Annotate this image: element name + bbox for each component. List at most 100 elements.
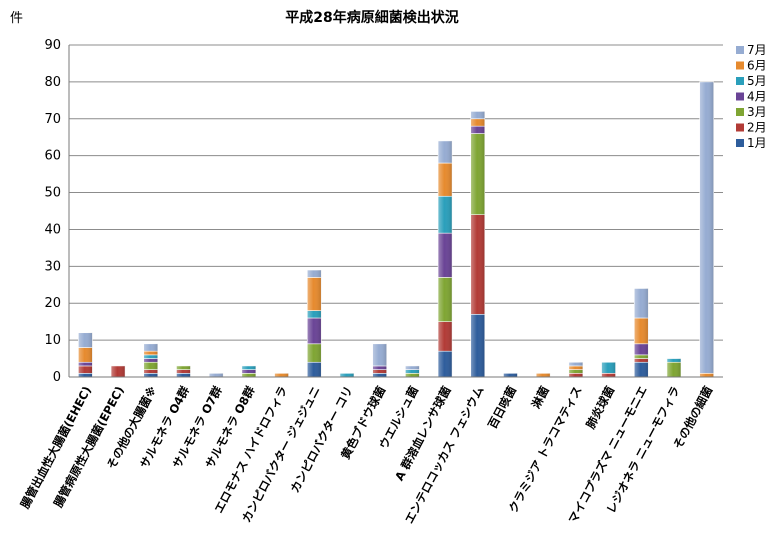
bar-segment-shade — [78, 365, 93, 374]
bar-segment-shade — [438, 140, 453, 164]
bar-segment-shade — [372, 343, 387, 366]
bar-segment-shade — [307, 362, 322, 377]
bar-segment-shade — [307, 270, 322, 278]
legend-label: 5月 — [747, 74, 767, 88]
bar-segment-shade — [339, 373, 354, 377]
bar-segment-shade — [601, 362, 616, 374]
bar-segment-shade — [241, 373, 256, 377]
bar-segment-shade — [666, 358, 681, 363]
bar-segment-shade — [405, 369, 420, 374]
legend-swatch — [736, 139, 744, 147]
y-unit-label: 件 — [10, 11, 23, 26]
bar-segment-shade — [568, 369, 583, 374]
y-tick-label: 10 — [44, 333, 61, 348]
legend-swatch — [736, 92, 744, 101]
legend-swatch — [736, 123, 744, 132]
bar-segment-shade — [470, 126, 485, 134]
legend-swatch — [736, 46, 744, 54]
bar-segment-shade — [634, 354, 649, 359]
bar-segment-shade — [307, 277, 322, 311]
legend-swatch — [736, 108, 744, 116]
bar-segment-shade — [372, 365, 387, 370]
bar-segment-shade — [176, 365, 191, 370]
x-category-label: クラミジア トラコマティス — [506, 384, 585, 515]
bar-segment-shade — [438, 233, 453, 278]
bar-segment-shade — [601, 373, 616, 377]
axes: 0102030405060708090腸管出血性大腸菌(EHEC)腸管病原性大腸… — [18, 38, 723, 526]
y-tick-label: 70 — [44, 112, 61, 127]
bars — [78, 81, 714, 378]
bar-segment-shade — [568, 365, 583, 370]
grid — [69, 44, 723, 378]
legend-label: 7月 — [747, 43, 767, 57]
bar-segment-shade — [438, 277, 453, 322]
y-tick-label: 50 — [44, 186, 61, 201]
bar-segment-shade — [307, 317, 322, 344]
bar-segment-shade — [241, 365, 256, 370]
bar-segment-shade — [143, 369, 158, 374]
bar-segment-shade — [634, 362, 649, 377]
legend-label: 1月 — [747, 136, 767, 150]
bar-segment-shade — [372, 373, 387, 377]
y-tick-label: 90 — [44, 38, 61, 53]
bar-segment-shade — [634, 358, 649, 363]
y-tick-label: 20 — [44, 296, 61, 311]
legend-label: 4月 — [747, 90, 767, 104]
bar-segment-shade — [78, 332, 93, 348]
x-category-label: 肺炎球菌 — [583, 383, 617, 431]
bar-segment-shade — [470, 314, 485, 377]
legend-swatch — [736, 61, 744, 70]
bar-segment-shade — [438, 196, 453, 234]
bar-segment-shade — [274, 373, 289, 377]
bar-segment-shade — [143, 373, 158, 377]
bar-segment-shade — [470, 214, 485, 315]
bar-segment-shade — [536, 373, 551, 377]
bar-segment-shade — [470, 118, 485, 127]
bar-segment-shade — [143, 354, 158, 359]
bar-segment-shade — [634, 343, 649, 355]
bar-segment-shade — [209, 373, 224, 377]
y-tick-label: 0 — [53, 370, 61, 385]
bar-segment-shade — [470, 111, 485, 119]
bar-segment-shade — [405, 373, 420, 377]
bar-segment-shade — [634, 317, 649, 344]
bar-segment-shade — [699, 81, 714, 374]
bar-segment-shade — [438, 321, 453, 352]
bar-segment-shade — [372, 369, 387, 374]
bar-segment-shade — [111, 365, 126, 377]
y-tick-label: 40 — [44, 222, 61, 237]
bar-segment-shade — [78, 373, 93, 377]
x-category-label: 百日咳菌 — [485, 383, 519, 431]
bar-segment-shade — [143, 351, 158, 355]
y-tick-label: 80 — [44, 75, 61, 90]
x-category-label: 淋菌 — [529, 383, 552, 410]
legend-label: 3月 — [747, 105, 767, 119]
y-tick-label: 60 — [44, 149, 61, 164]
bar-segment-shade — [143, 343, 158, 352]
y-tick-label: 30 — [44, 259, 61, 274]
bar-segment-shade — [666, 362, 681, 377]
bar-segment-shade — [241, 369, 256, 374]
bar-segment-shade — [78, 362, 93, 366]
bar-segment-shade — [699, 373, 714, 377]
chart-title: 平成28年病原細菌検出状況 — [285, 9, 458, 26]
legend-label: 2月 — [747, 121, 767, 135]
bar-segment-shade — [438, 351, 453, 377]
bar-segment-shade — [78, 347, 93, 363]
legend-swatch — [736, 77, 744, 85]
bar-segment-shade — [176, 373, 191, 377]
bar-segment-shade — [143, 358, 158, 363]
bar-segment-shade — [503, 373, 518, 377]
bar-segment-shade — [307, 310, 322, 318]
legend-label: 6月 — [747, 59, 767, 73]
bar-segment-shade — [176, 369, 191, 374]
bar-segment-shade — [568, 373, 583, 377]
bar-segment-shade — [143, 362, 158, 370]
bar-segment-shade — [307, 343, 322, 363]
bar-segment-shade — [438, 163, 453, 197]
bar-segment-shade — [568, 362, 583, 366]
bar-segment-shade — [405, 365, 420, 370]
